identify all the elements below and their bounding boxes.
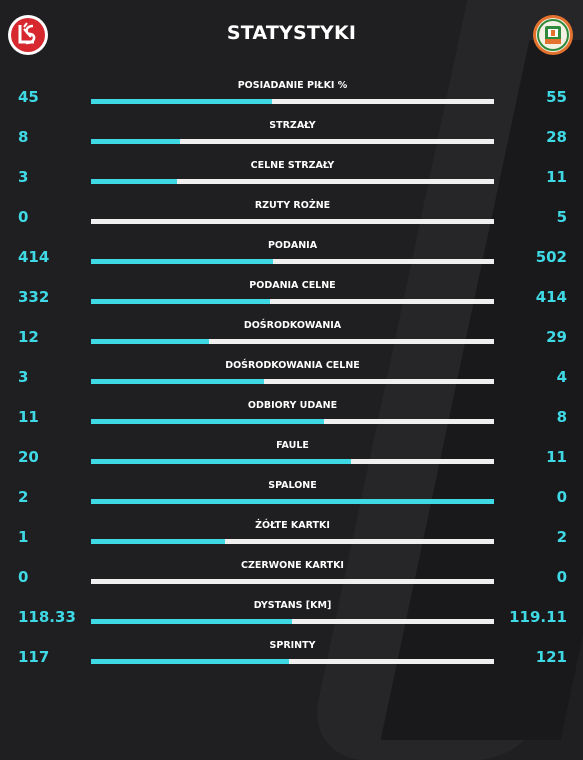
stat-label: PODANIA	[267, 240, 318, 251]
home-value: 332	[18, 288, 50, 306]
stat-bar-track	[91, 659, 494, 664]
stat-label: STRZAŁY	[269, 120, 316, 131]
stat-bar-fill	[91, 419, 325, 424]
home-value: 45	[18, 88, 39, 106]
stat-bar-fill	[91, 379, 264, 384]
stat-bar-track	[91, 419, 494, 424]
home-value: 2	[18, 488, 29, 506]
stat-bar-track	[91, 499, 494, 504]
stat-row-posiadanie-pilki: 45 POSIADANIE PIŁKI % 55	[0, 80, 583, 125]
stat-row-zolte-kartki: 1 ŻÓŁTE KARTKI 2	[0, 520, 583, 565]
stat-row-celne-strzaly: 3 CELNE STRZAŁY 11	[0, 160, 583, 205]
stat-bar-track	[91, 139, 494, 144]
home-value: 3	[18, 168, 29, 186]
stat-bar-track	[91, 539, 494, 544]
away-value: 0	[556, 568, 567, 586]
away-value: 29	[546, 328, 567, 346]
stat-label: ŻÓŁTE KARTKI	[255, 520, 330, 531]
stat-bar-fill	[91, 259, 274, 264]
stat-row-sprinty: 117 SPRINTY 121	[0, 640, 583, 685]
stat-bar-fill	[91, 619, 292, 624]
stat-bar-track	[91, 579, 494, 584]
stat-bar-fill	[91, 659, 290, 664]
stat-bar-fill	[91, 539, 226, 544]
home-value: 20	[18, 448, 39, 466]
stat-row-faule: 20 FAULE 11	[0, 440, 583, 485]
stat-bar-track	[91, 179, 494, 184]
home-value: 117	[18, 648, 50, 666]
stat-bar-track	[91, 379, 494, 384]
away-value: 414	[535, 288, 567, 306]
stat-label: RZUTY ROŻNE	[254, 200, 331, 211]
stat-bar-track	[91, 459, 494, 464]
stat-row-strzaly: 8 STRZAŁY 28	[0, 120, 583, 165]
stat-bar-fill	[91, 339, 210, 344]
stat-label: SPRINTY	[269, 640, 316, 651]
away-value: 8	[556, 408, 567, 426]
home-value: 3	[18, 368, 29, 386]
stat-row-spalone: 2 SPALONE 0	[0, 480, 583, 525]
stat-label: CELNE STRZAŁY	[250, 160, 335, 171]
stat-bar-track	[91, 219, 494, 224]
away-value: 119.11	[509, 608, 567, 626]
stat-row-odbiory-udane: 11 ODBIORY UDANE 8	[0, 400, 583, 445]
stat-row-dosrodkowania-celne: 3 DOŚRODKOWANIA CELNE 4	[0, 360, 583, 405]
home-value: 1	[18, 528, 29, 546]
away-value: 55	[546, 88, 567, 106]
away-club-logo	[533, 15, 573, 55]
stat-bar-fill	[91, 139, 180, 144]
stat-row-dosrodkowania: 12 DOŚRODKOWANIA 29	[0, 320, 583, 365]
stat-row-dystans-km: 118.33 DYSTANS [KM] 119.11	[0, 600, 583, 645]
stat-bar-track	[91, 339, 494, 344]
home-value: 0	[18, 568, 29, 586]
stat-label: DOŚRODKOWANIA CELNE	[225, 360, 360, 371]
away-value: 121	[535, 648, 567, 666]
stat-bar-fill	[91, 499, 494, 504]
stat-row-podania-celne: 332 PODANIA CELNE 414	[0, 280, 583, 325]
page-title: STATYSTYKI	[226, 22, 357, 44]
away-value: 5	[556, 208, 567, 226]
stat-row-czerwone-kartki: 0 CZERWONE KARTKI 0	[0, 560, 583, 605]
stat-row-podania: 414 PODANIA 502	[0, 240, 583, 285]
stat-bar-track	[91, 99, 494, 104]
stat-bar-track	[91, 299, 494, 304]
away-value: 502	[535, 248, 567, 266]
away-value: 11	[546, 448, 567, 466]
stat-bar-track	[91, 619, 494, 624]
home-value: 118.33	[18, 608, 76, 626]
stat-bar-fill	[91, 179, 178, 184]
home-value: 8	[18, 128, 29, 146]
stat-bar-fill	[91, 99, 273, 104]
home-club-logo	[8, 15, 48, 55]
stat-bar-fill	[91, 299, 271, 304]
home-value: 11	[18, 408, 39, 426]
stat-label: DOŚRODKOWANIA	[243, 320, 342, 331]
stat-row-rzuty-rozne: 0 RZUTY ROŻNE 5	[0, 200, 583, 245]
away-value: 4	[556, 368, 567, 386]
away-value: 11	[546, 168, 567, 186]
away-value: 0	[556, 488, 567, 506]
home-value: 12	[18, 328, 39, 346]
home-value: 414	[18, 248, 50, 266]
stat-label: PODANIA CELNE	[249, 280, 336, 291]
stat-bar-track	[91, 259, 494, 264]
stat-label: FAULE	[276, 440, 309, 451]
away-value: 28	[546, 128, 567, 146]
away-value: 2	[556, 528, 567, 546]
stat-bar-fill	[91, 459, 351, 464]
stats-list: 45 POSIADANIE PIŁKI % 55 8 STRZAŁY 28 3 CELNE S…	[0, 80, 583, 685]
stat-label: SPALONE	[268, 480, 317, 491]
stat-label: DYSTANS [KM]	[253, 600, 332, 611]
home-value: 0	[18, 208, 29, 226]
stat-label: CZERWONE KARTKI	[241, 560, 344, 571]
stat-label: ODBIORY UDANE	[247, 400, 338, 411]
stat-label: POSIADANIE PIŁKI %	[237, 80, 348, 91]
